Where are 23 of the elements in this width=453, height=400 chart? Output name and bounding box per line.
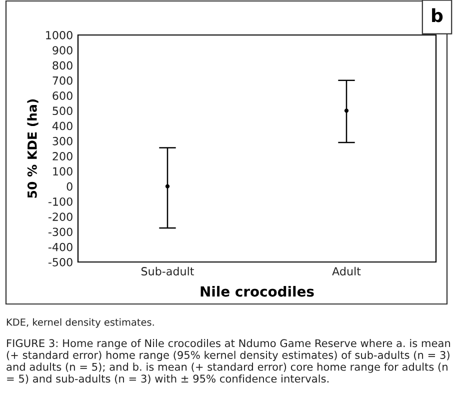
- y-tick-label: 300: [52, 136, 72, 146]
- y-tick-label: -400: [48, 242, 72, 252]
- y-tick-label: 800: [52, 61, 72, 70]
- x-tick-label: Sub-adult: [141, 266, 194, 276]
- y-tick-label: 700: [52, 76, 72, 85]
- caption: FIGURE 3: Home range of Nile crocodiles at Ndumo Game Reserve where a. is mean (+ standard error) home range (95% kernel density estimates) of sub-adults (n = 3) and adults (n = 5); and b. is mean (+ standard error) core home range for adults (n = 5) and sub-adults (n = 3) with ± 95% confidence intervals.: [6, 339, 450, 384]
- text: KDE, kernel density estimates.: [6, 318, 154, 328]
- y-tick-label: 900: [52, 46, 72, 55]
- y-tick-label: -100: [48, 197, 72, 206]
- text: b: [432, 8, 443, 22]
- y-tick-label: 0: [66, 182, 72, 191]
- y-tick-label: 400: [52, 122, 72, 130]
- y-tick-label: -500: [48, 258, 72, 266]
- y-tick-label: -300: [48, 228, 72, 236]
- x-axis-title: Nile crocodiles: [200, 286, 314, 297]
- y-tick-label: 1000: [46, 30, 72, 40]
- y-tick-label: 600: [52, 92, 72, 100]
- y-tick-label: 100: [53, 167, 72, 176]
- y-tick-label: 500: [52, 106, 72, 116]
- y-tick-label: 200: [52, 152, 72, 160]
- x-tick-label: Adult: [332, 266, 361, 276]
- y-axis-title: 50 % KDE (ha): [27, 99, 38, 198]
- y-tick-label: -200: [48, 212, 72, 221]
